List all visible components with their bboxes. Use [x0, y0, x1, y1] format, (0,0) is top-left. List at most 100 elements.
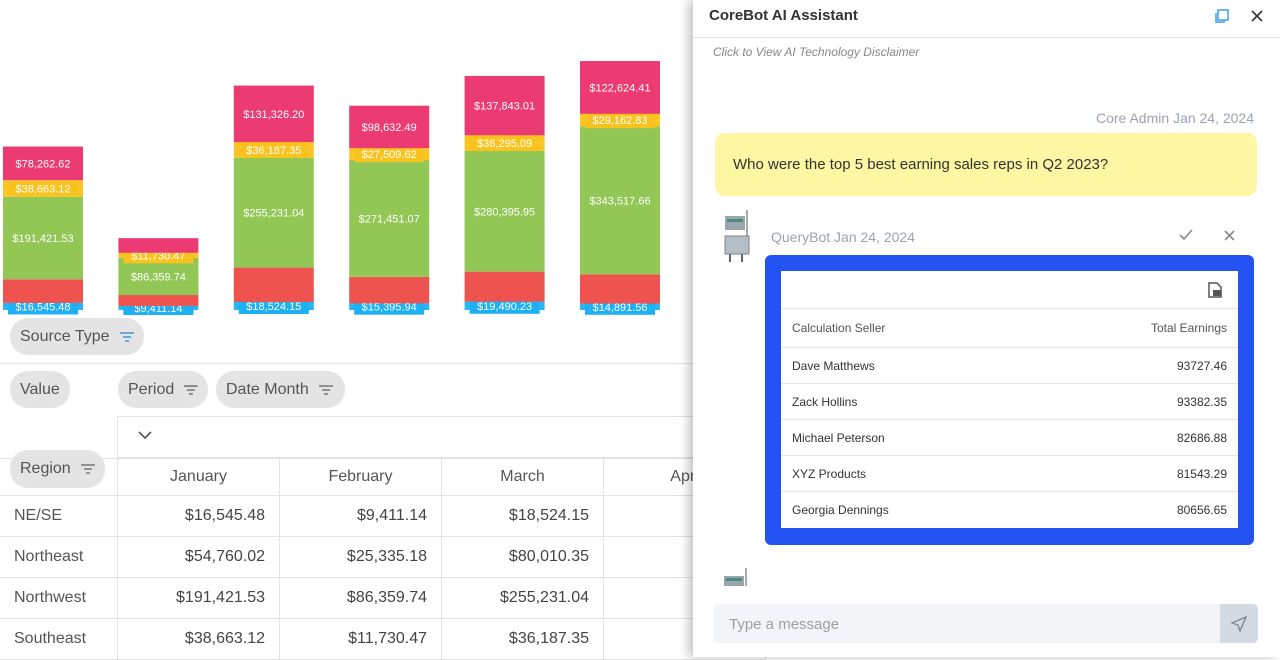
send-icon [1231, 616, 1247, 632]
data-label: $78,262.62 [15, 158, 70, 170]
value-cell: $80,010.35 [441, 536, 604, 578]
chip-label: Source Type [20, 327, 110, 345]
value-cell: $11,730.47 [279, 618, 442, 660]
bot-avatar [724, 210, 750, 262]
input-placeholder: Type a message [729, 616, 840, 633]
chip-label: Region [20, 460, 71, 477]
table-cell: 93727.46 [1031, 347, 1238, 384]
label-box [469, 97, 540, 114]
data-label: $11,730.47 [131, 250, 185, 262]
chart: $16,545.48 $191,421.53 $38,663.12 $78,262.6… [3, 61, 660, 315]
data-label: $131,326.20 [243, 109, 304, 121]
bar-segment [118, 295, 199, 306]
message-meta: Core Admin Jan 24, 2024 [1096, 110, 1254, 126]
close-icon[interactable] [1251, 10, 1263, 22]
send-button[interactable] [1220, 604, 1258, 643]
label-box [123, 268, 194, 285]
label-box [469, 203, 540, 220]
data-label: $255,231.04 [243, 208, 304, 220]
reject-icon[interactable] [1224, 230, 1235, 241]
table-row: Southeast$38,663.12$11,730.47$36,187.35$… [0, 618, 766, 660]
value-cell: $255,231.04 [441, 577, 604, 619]
table-cell: 80656.65 [1031, 491, 1238, 527]
value-cell: $54,760.02 [117, 536, 280, 578]
bar-segment [464, 271, 545, 302]
table-cell: Georgia Dennings [781, 491, 1032, 527]
assistant-panel: CoreBot AI Assistant Click to View AI Te… [693, 0, 1280, 657]
data-label: $27,509.62 [362, 149, 417, 161]
row-header: Northwest [0, 577, 118, 619]
bot-avatar [724, 568, 747, 586]
expand-icon[interactable] [1215, 9, 1229, 23]
column-header-bar [117, 416, 693, 458]
row-header: Southeast [0, 618, 118, 660]
filter-chip[interactable]: Value [10, 371, 70, 408]
bar-segment [349, 276, 430, 304]
label-box [8, 180, 78, 197]
table-row: XYZ Products 81543.29 [781, 455, 1238, 492]
label-box [585, 79, 655, 96]
header-row: January February March Apri [0, 458, 766, 496]
data-label: $18,524.15 [246, 301, 301, 313]
data-label: $14,891.56 [592, 302, 647, 314]
divider [0, 363, 693, 364]
data-label: $271,451.07 [359, 213, 420, 225]
user-message: Who were the top 5 best earning sales re… [715, 133, 1257, 196]
data-label: $86,359.74 [131, 271, 186, 283]
data-label: $98,632.49 [362, 122, 417, 134]
table-cell: Dave Matthews [781, 347, 1032, 384]
message-input[interactable]: Type a message [713, 604, 1258, 643]
data-label: $36,295.09 [477, 138, 532, 150]
label-box [354, 118, 425, 135]
filter-chip[interactable]: Date Month [216, 371, 345, 408]
label-box [238, 204, 309, 221]
data-label: $343,517.66 [589, 195, 650, 207]
table-cell: XYZ Products [781, 455, 1032, 492]
result-table: Calculation Seller Total Earnings Dave Mat… [781, 308, 1238, 527]
table-row: NE/SE$16,545.48$9,411.14$18,524.15$15, [0, 495, 766, 537]
chip-label: Date Month [226, 380, 309, 398]
row-header: Northeast [0, 536, 118, 578]
filter-chip[interactable]: Period [118, 371, 208, 408]
label-box [585, 192, 655, 209]
table-row: Northeast$54,760.02$25,335.18$80,010.35$… [0, 536, 766, 578]
value-cell: $25,335.18 [279, 536, 442, 578]
export-icon[interactable] [1208, 282, 1222, 298]
table-cell: Zack Hollins [781, 383, 1032, 420]
approve-icon[interactable] [1179, 229, 1193, 241]
value-cell: $36,187.35 [441, 618, 604, 660]
data-label: $19,490.23 [477, 301, 532, 313]
disclaimer-link[interactable]: Click to View AI Technology Disclaimer [713, 45, 920, 59]
row-header: NE/SE [0, 495, 118, 537]
result-card: Calculation Seller Total Earnings Dave Mat… [781, 271, 1238, 528]
chevron-icon[interactable] [138, 430, 152, 440]
chip-label: Value [20, 380, 60, 398]
filter-icon [184, 384, 198, 395]
label-box [8, 155, 78, 172]
table-row: Dave Matthews 93727.46 [781, 347, 1238, 384]
filter-chip[interactable]: Region [10, 450, 105, 488]
column-header: January [117, 458, 280, 496]
label-box [238, 141, 309, 158]
label-box [469, 297, 540, 314]
bar-segment [233, 267, 314, 303]
value-cell: $9,411.14 [279, 495, 442, 537]
table-row: Georgia Dennings 80656.65 [781, 491, 1238, 527]
label-box [354, 210, 425, 227]
data-label: $280,395.95 [474, 206, 535, 218]
value-cell: $86,359.74 [279, 577, 442, 619]
data-label: $191,421.53 [12, 233, 73, 245]
header-row: Calculation Seller Total Earnings [781, 308, 1238, 348]
bar-segment [118, 238, 199, 253]
value-cell: $38,663.12 [117, 618, 280, 660]
filter-chip[interactable]: Source Type [10, 318, 144, 355]
divider [693, 37, 1280, 38]
column-header: Total Earnings [1031, 308, 1238, 348]
column-header: Calculation Seller [781, 308, 1032, 348]
bar-segment [3, 279, 83, 303]
label-box [469, 135, 540, 152]
data-label: $29,162.83 [592, 115, 647, 127]
column-header: February [279, 458, 442, 496]
filter-icon [119, 331, 134, 342]
